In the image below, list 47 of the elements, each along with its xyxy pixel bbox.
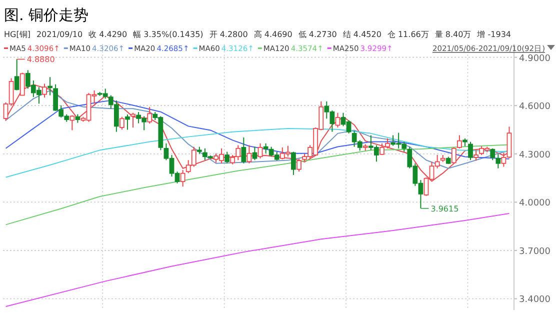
line-series [5, 212, 510, 307]
y-tick-label: 3.4000 [519, 295, 551, 306]
chart-title: 图. 铜价走势 [4, 6, 89, 24]
candlestick [451, 146, 456, 164]
y-tick-label: 4.0000 [519, 198, 551, 209]
candlestick [224, 151, 230, 164]
candlestick [252, 146, 258, 161]
text: 2021/09/10 [36, 30, 83, 39]
candlestick [335, 112, 340, 128]
text: 收 4.4290 [88, 30, 128, 39]
candlestick [230, 154, 236, 165]
extreme-note: 3.9615 [420, 204, 459, 214]
candlestick [457, 134, 462, 149]
text: HG[铜] [4, 30, 30, 39]
y-tick-label: 4.9000 [519, 54, 551, 64]
text: 仓 11.66万 [387, 30, 429, 39]
candlestick [258, 142, 263, 159]
candlestick [385, 138, 390, 149]
text: 量 8.40万 [434, 30, 472, 39]
candlestick [246, 144, 252, 164]
text: 低 4.2730 [298, 30, 337, 39]
candlestick [14, 58, 20, 91]
text: 开 4.2800 [209, 30, 248, 39]
y-tick-label: 4.3000 [519, 150, 551, 160]
annotation: 4.8880 [26, 55, 55, 64]
extreme-note: 4.8880 [16, 55, 55, 64]
candlestick [120, 116, 124, 130]
candlestick [147, 106, 152, 124]
candlestick [130, 112, 136, 128]
candlestick [125, 114, 130, 130]
candlestick [474, 150, 478, 162]
candlestick [496, 154, 501, 169]
candlestick [468, 141, 473, 161]
y-tick-label: 4.6000 [519, 102, 551, 112]
candlestick [296, 158, 302, 172]
text: 增 -1934 [476, 30, 512, 39]
y-tick-label: 3.7000 [519, 246, 551, 257]
candlestick [490, 148, 496, 161]
candlestick [70, 114, 75, 131]
candlestick [241, 136, 246, 164]
annotation: 3.9615 [430, 204, 459, 214]
candlestick [236, 144, 241, 161]
candlestick [48, 76, 52, 96]
text: 结 4.4520 [342, 30, 382, 39]
candlestick [291, 151, 296, 176]
text: 幅 3.35%(0.1435) [133, 30, 204, 39]
text: 高 4.4690 [254, 30, 292, 39]
